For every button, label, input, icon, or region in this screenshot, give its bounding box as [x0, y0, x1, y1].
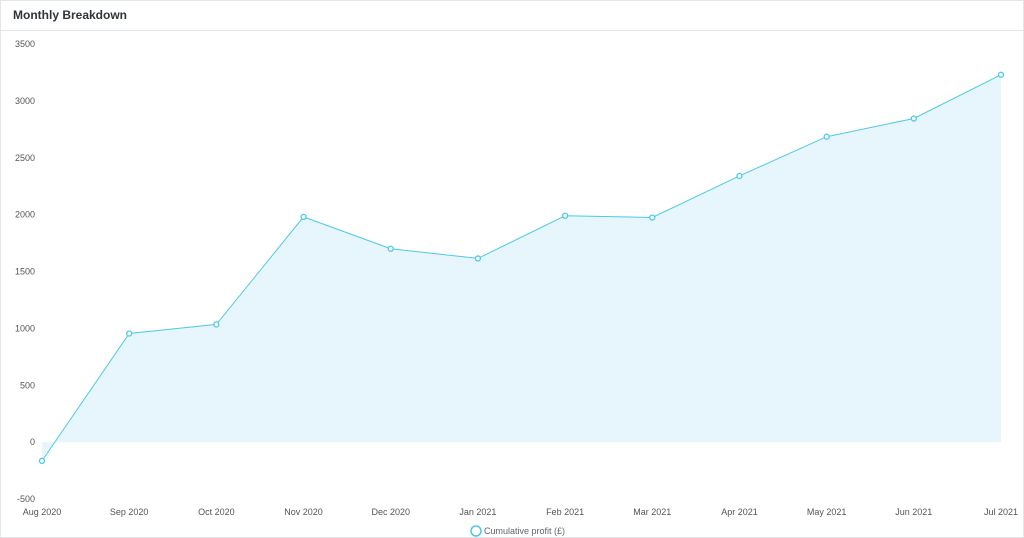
data-points-group — [38, 71, 1005, 465]
data-point[interactable] — [38, 457, 46, 465]
x-tick-label: Jun 2021 — [895, 507, 932, 517]
data-point[interactable] — [300, 213, 307, 221]
legend[interactable]: Cumulative profit (£) — [470, 525, 565, 537]
y-tick-label: 2000 — [15, 210, 35, 220]
legend-marker-icon — [470, 525, 482, 537]
x-tick-label: Nov 2020 — [284, 507, 323, 517]
data-point[interactable] — [561, 212, 569, 219]
data-point[interactable] — [823, 133, 830, 140]
series-line — [41, 74, 1002, 462]
y-tick-label: 3000 — [15, 96, 35, 106]
x-axis-labels: Aug 2020 Sep 2020 Oct 2020 Nov 2020 Dec 2020… — [23, 507, 1018, 517]
data-point[interactable] — [736, 172, 743, 180]
area-fill — [42, 74, 1001, 461]
panel-title: Monthly Breakdown — [13, 8, 128, 22]
data-point[interactable] — [910, 115, 917, 122]
y-tick-label: 1500 — [15, 267, 35, 277]
series-line-group — [41, 74, 1002, 462]
legend-label: Cumulative profit (£) — [484, 526, 565, 536]
data-point[interactable] — [387, 245, 394, 252]
y-tick-label: 500 — [20, 380, 35, 390]
y-axis-labels: 3500 3000 2500 2000 1500 1000 500 0 -500 — [15, 39, 35, 504]
x-tick-label: Mar 2021 — [633, 507, 671, 517]
x-tick-label: Feb 2021 — [546, 507, 584, 517]
x-tick-label: May 2021 — [807, 507, 847, 517]
y-tick-label: 3500 — [15, 39, 35, 49]
x-tick-label: Oct 2020 — [198, 507, 235, 517]
y-tick-label: -500 — [17, 494, 35, 504]
x-tick-label: Aug 2020 — [23, 507, 62, 517]
data-point[interactable] — [474, 255, 482, 262]
data-point[interactable] — [126, 330, 133, 337]
area-fill-group — [42, 74, 1001, 461]
x-tick-label: Sep 2020 — [110, 507, 149, 517]
data-point[interactable] — [213, 321, 220, 328]
x-tick-label: Dec 2020 — [371, 507, 410, 517]
data-point[interactable] — [649, 214, 656, 221]
y-tick-label: 1000 — [15, 323, 35, 333]
y-tick-label: 0 — [30, 437, 35, 447]
data-point[interactable] — [997, 71, 1005, 78]
x-tick-label: Jul 2021 — [984, 507, 1018, 517]
x-tick-label: Apr 2021 — [721, 507, 758, 517]
x-tick-label: Jan 2021 — [459, 507, 496, 517]
y-tick-label: 2500 — [15, 153, 35, 163]
panel-header: Monthly Breakdown — [1, 1, 1023, 31]
